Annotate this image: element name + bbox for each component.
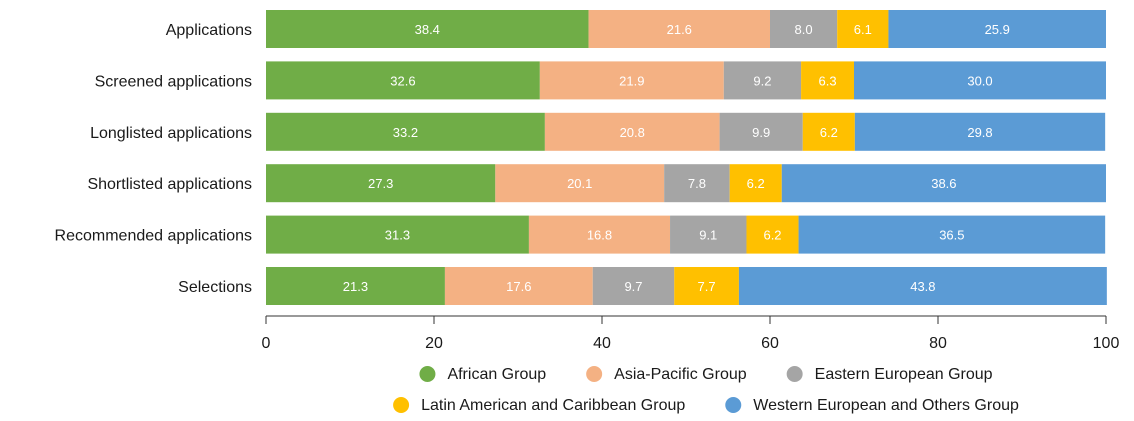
data-label-longlisted-applications-western-european-and-others-group: 29.8	[967, 125, 992, 140]
data-label-applications-western-european-and-others-group: 25.9	[985, 22, 1010, 37]
bar-segment-recommended-applications-western-european-and-others-group	[798, 215, 1106, 254]
data-label-screened-applications-african-group: 32.6	[390, 73, 415, 88]
data-label-recommended-applications-western-european-and-others-group: 36.5	[939, 228, 964, 243]
bar-segment-applications-eastern-european-group	[770, 10, 838, 48]
legend-marker-asia-pacific-group	[586, 366, 603, 382]
x-tick-label-60: 60	[761, 335, 779, 352]
x-tick-label-80: 80	[929, 335, 947, 352]
data-label-shortlisted-applications-african-group: 27.3	[368, 176, 393, 191]
bar-segment-selections-latin-american-and-caribbean-group	[674, 267, 739, 305]
bar-segment-recommended-applications-asia-pacific-group	[528, 215, 671, 254]
x-tick-label-40: 40	[593, 335, 611, 352]
bar-segment-longlisted-applications-eastern-european-group	[719, 112, 803, 151]
x-tick-label-0: 0	[262, 335, 271, 352]
bar-segment-screened-applications-african-group	[266, 61, 540, 100]
bar-segment-selections-african-group	[266, 267, 445, 305]
data-label-shortlisted-applications-latin-american-and-caribbean-group: 6.2	[747, 176, 765, 191]
category-label-shortlisted-applications: Shortlisted applications	[87, 176, 252, 193]
bar-segment-shortlisted-applications-western-european-and-others-group	[781, 164, 1106, 203]
legend-marker-eastern-european-group	[786, 366, 803, 382]
bars-layer	[266, 10, 1107, 305]
legend-item-eastern-european-group: Eastern European Group	[786, 366, 993, 383]
bar-segment-screened-applications-asia-pacific-group	[539, 61, 724, 100]
data-label-longlisted-applications-asia-pacific-group: 20.8	[620, 125, 645, 140]
data-label-recommended-applications-latin-american-and-caribbean-group: 6.2	[763, 228, 781, 243]
legend-label-african-group: African Group	[447, 366, 546, 383]
legend-marker-western-european-and-others-group	[725, 397, 742, 413]
legend-item-african-group: African Group	[419, 366, 546, 383]
bar-segment-screened-applications-western-european-and-others-group	[854, 61, 1106, 100]
bar-segment-shortlisted-applications-eastern-european-group	[664, 164, 730, 203]
data-label-applications-latin-american-and-caribbean-group: 6.1	[854, 22, 872, 37]
data-label-applications-african-group: 38.4	[415, 22, 440, 37]
legend-marker-latin-american-and-caribbean-group	[393, 397, 410, 413]
bar-segment-applications-asia-pacific-group	[588, 10, 770, 48]
data-label-longlisted-applications-african-group: 33.2	[393, 125, 418, 140]
data-label-shortlisted-applications-eastern-european-group: 7.8	[688, 176, 706, 191]
bar-segment-selections-asia-pacific-group	[444, 267, 593, 305]
category-label-recommended-applications: Recommended applications	[55, 228, 252, 245]
legend-item-latin-american-and-caribbean-group: Latin American and Caribbean Group	[393, 397, 685, 414]
legend-item-asia-pacific-group: Asia-Pacific Group	[586, 366, 747, 383]
category-label-longlisted-applications: Longlisted applications	[90, 125, 252, 142]
data-label-recommended-applications-eastern-european-group: 9.1	[699, 228, 717, 243]
bar-segment-shortlisted-applications-african-group	[266, 164, 496, 203]
bar-segment-recommended-applications-latin-american-and-caribbean-group	[746, 215, 799, 254]
data-label-longlisted-applications-latin-american-and-caribbean-group: 6.2	[820, 125, 838, 140]
data-label-selections-western-european-and-others-group: 43.8	[910, 279, 935, 294]
legend: African Group Asia-Pacific Group Eastern E…	[393, 366, 1019, 414]
bar-segment-shortlisted-applications-asia-pacific-group	[495, 164, 665, 203]
legend-label-eastern-european-group: Eastern European Group	[815, 366, 993, 383]
category-labels-layer: Applications Screened applications Longlis…	[55, 22, 252, 296]
legend-label-western-european-and-others-group: Western European and Others Group	[753, 397, 1019, 414]
data-label-screened-applications-eastern-european-group: 9.2	[753, 73, 771, 88]
data-label-screened-applications-latin-american-and-caribbean-group: 6.3	[819, 73, 837, 88]
data-label-longlisted-applications-eastern-european-group: 9.9	[752, 125, 770, 140]
bar-segment-recommended-applications-african-group	[266, 215, 529, 254]
data-label-shortlisted-applications-western-european-and-others-group: 38.6	[931, 176, 956, 191]
data-label-selections-african-group: 21.3	[343, 279, 368, 294]
data-label-screened-applications-western-european-and-others-group: 30.0	[967, 73, 992, 88]
bar-segment-screened-applications-eastern-european-group	[723, 61, 802, 100]
bar-segment-applications-african-group	[266, 10, 589, 48]
data-label-applications-asia-pacific-group: 21.6	[667, 22, 692, 37]
legend-item-western-european-and-others-group: Western European and Others Group	[725, 397, 1019, 414]
bar-segment-selections-eastern-european-group	[592, 267, 675, 305]
data-label-shortlisted-applications-asia-pacific-group: 20.1	[567, 176, 592, 191]
bar-segment-screened-applications-latin-american-and-caribbean-group	[801, 61, 854, 100]
data-label-screened-applications-asia-pacific-group: 21.9	[619, 73, 644, 88]
legend-marker-african-group	[419, 366, 436, 382]
category-label-screened-applications: Screened applications	[95, 73, 252, 90]
legend-label-asia-pacific-group: Asia-Pacific Group	[614, 366, 747, 383]
bar-segment-applications-western-european-and-others-group	[888, 10, 1106, 48]
bar-segment-longlisted-applications-african-group	[266, 112, 545, 151]
bar-segment-applications-latin-american-and-caribbean-group	[837, 10, 889, 48]
bar-segment-shortlisted-applications-latin-american-and-caribbean-group	[729, 164, 782, 203]
data-label-selections-eastern-european-group: 9.7	[624, 279, 642, 294]
data-label-recommended-applications-african-group: 31.3	[385, 228, 410, 243]
x-axis: 0 20 40 60 80 100	[262, 315, 1120, 352]
data-label-selections-latin-american-and-caribbean-group: 7.7	[698, 279, 716, 294]
bar-segment-longlisted-applications-western-european-and-others-group	[854, 112, 1106, 151]
bar-segment-longlisted-applications-latin-american-and-caribbean-group	[802, 112, 855, 151]
bar-segment-longlisted-applications-asia-pacific-group	[544, 112, 720, 151]
category-label-applications: Applications	[166, 22, 252, 39]
data-label-recommended-applications-asia-pacific-group: 16.8	[587, 228, 612, 243]
bar-segment-selections-western-european-and-others-group	[738, 267, 1107, 305]
data-label-selections-asia-pacific-group: 17.6	[506, 279, 531, 294]
x-tick-label-20: 20	[425, 335, 443, 352]
legend-label-latin-american-and-caribbean-group: Latin American and Caribbean Group	[421, 397, 685, 414]
bar-segment-recommended-applications-eastern-european-group	[670, 215, 747, 254]
x-tick-label-100: 100	[1093, 335, 1120, 352]
category-label-selections: Selections	[178, 279, 252, 296]
data-label-applications-eastern-european-group: 8.0	[795, 22, 813, 37]
data-labels-layer: 38.4 21.6 8.0 6.1 25.9 32.6 21.9 9.2 6.3 30.0 33.2…	[343, 22, 1010, 294]
